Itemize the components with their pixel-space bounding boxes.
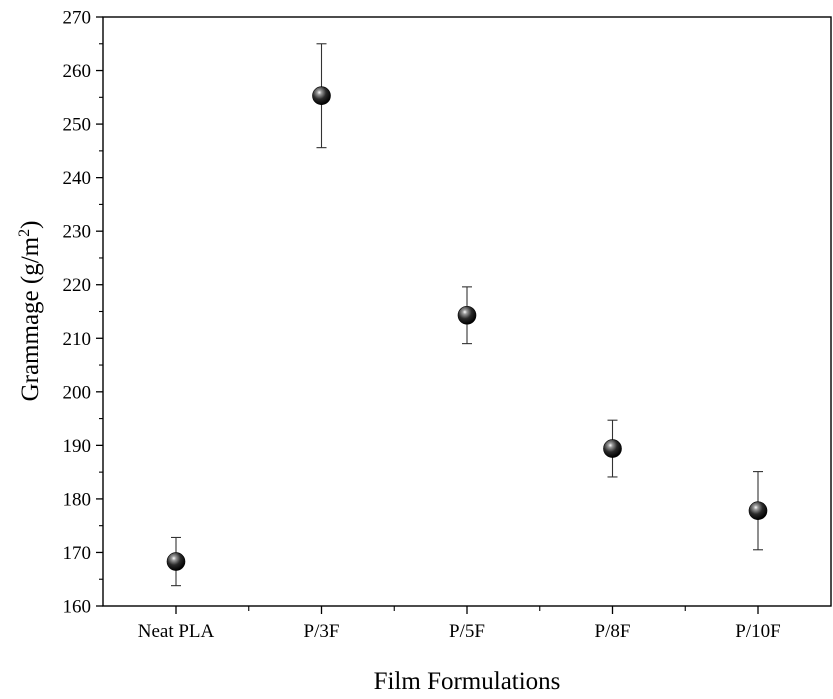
x-tick-label: Neat PLA: [138, 621, 215, 642]
x-axis-ticks: Neat PLA P/3F P/5F P/8F P/10F: [138, 606, 781, 642]
x-tick-label: P/8F: [595, 621, 631, 642]
y-axis-ticks: 160 170 180 190 200 210 220 230 240 250 260 270: [63, 8, 103, 618]
y-tick-label: 270: [63, 8, 92, 29]
data-point: [312, 86, 331, 106]
y-tick-label: 220: [63, 275, 92, 296]
y-tick-label: 210: [63, 329, 92, 350]
x-tick-label: P/10F: [735, 621, 780, 642]
data-point: [603, 439, 622, 458]
y-tick-label: 170: [63, 543, 92, 564]
data-point: [166, 552, 186, 571]
y-tick-label: 160: [63, 597, 92, 618]
y-tick-label: 230: [63, 222, 92, 243]
y-axis-title: Grammage (g/m2): [16, 221, 44, 402]
y-tick-label: 200: [63, 382, 92, 403]
y-tick-label: 240: [63, 168, 92, 189]
data-point: [457, 305, 477, 325]
x-tick-label: P/3F: [304, 621, 340, 642]
y-tick-label: 180: [63, 489, 92, 510]
y-tick-label: 250: [63, 115, 92, 136]
y-tick-label: 260: [63, 61, 92, 82]
x-axis-title: Film Formulations: [374, 668, 561, 695]
y-tick-label: 190: [63, 436, 92, 457]
x-tick-label: P/5F: [449, 621, 485, 642]
data-points: [166, 86, 768, 571]
data-point: [748, 501, 768, 520]
